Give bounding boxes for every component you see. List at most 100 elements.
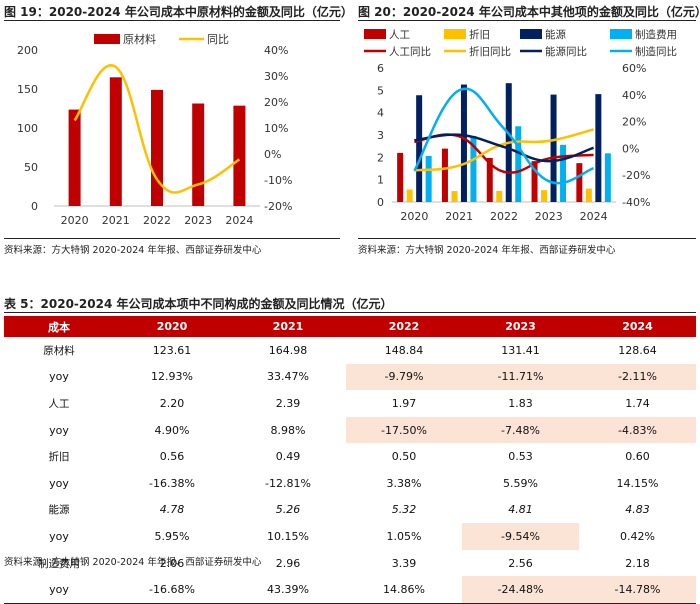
table-cell: 10.15% bbox=[267, 529, 309, 543]
x-tick-label: 2024 bbox=[225, 214, 253, 227]
fig19-title-rule bbox=[4, 20, 340, 21]
legend-swatch-制造费用 bbox=[610, 29, 632, 39]
table-cell: 0.53 bbox=[508, 450, 533, 464]
x-tick-label: 2021 bbox=[102, 214, 130, 227]
x-tick-label: 2023 bbox=[184, 214, 212, 227]
table-cell: 4.81 bbox=[508, 503, 533, 517]
y2-tick-label: -20% bbox=[264, 200, 292, 213]
table-cell: 4.78 bbox=[159, 503, 185, 517]
table-cell: 0.49 bbox=[275, 450, 301, 464]
row-label: yoy bbox=[49, 476, 69, 490]
table-cell: 5.59% bbox=[503, 476, 538, 490]
bar-人工 bbox=[441, 148, 448, 202]
x-tick-label: 2021 bbox=[445, 210, 473, 223]
table-cell-highlighted: -2.11% bbox=[579, 363, 696, 391]
table-cell-highlighted: -4.83% bbox=[579, 416, 696, 444]
table-cell: 14.15% bbox=[616, 476, 659, 490]
table-cell-highlighted: -17.50% bbox=[346, 416, 462, 444]
bar-人工 bbox=[486, 158, 493, 202]
table-cell: 8.98% bbox=[270, 423, 306, 437]
table-cell: 14.86% bbox=[346, 576, 462, 604]
table-cell: 2.06 bbox=[159, 556, 185, 570]
line-人工同比 bbox=[414, 133, 594, 174]
table-row-depreciation-yoy: yoy -16.38% -12.81% 3.38% 5.59% 14.15% bbox=[4, 470, 696, 497]
table-cell-highlighted: -7.48% bbox=[462, 416, 579, 444]
legend-swatch-人工 bbox=[364, 29, 386, 39]
y2-tick-label: 20% bbox=[264, 96, 288, 109]
bar-折旧 bbox=[451, 191, 458, 202]
row-label: 人工 bbox=[48, 397, 70, 410]
bar-原材料 bbox=[151, 89, 163, 206]
bar-折旧 bbox=[541, 190, 548, 202]
legend-label: 折旧同比 bbox=[469, 45, 511, 58]
table-cell: 0.50 bbox=[391, 450, 417, 464]
x-tick-label: 2024 bbox=[580, 210, 608, 223]
table-cell: 4.90% bbox=[154, 423, 190, 437]
table-cell: 1.05% bbox=[386, 529, 422, 543]
y-tick-label: 2 bbox=[377, 151, 384, 164]
fig20-source-rule bbox=[358, 238, 696, 239]
table-cell: 2.39 bbox=[275, 396, 301, 410]
bar-制造费用 bbox=[515, 126, 522, 202]
table-cell: 33.47% bbox=[267, 370, 309, 384]
header-2020: 2020 bbox=[114, 316, 230, 337]
y2-tick-label: 60% bbox=[622, 62, 646, 75]
table-cell: -16.38% bbox=[149, 476, 195, 490]
row-label: 折旧 bbox=[48, 451, 70, 464]
table-cell: 1.83 bbox=[508, 396, 533, 410]
table-cell: 148.84 bbox=[384, 343, 424, 357]
table-cell: 12.93% bbox=[151, 370, 193, 384]
table-cell: -16.68% bbox=[114, 576, 230, 604]
table-cell: 2.96 bbox=[275, 556, 301, 570]
bar-制造费用 bbox=[560, 144, 567, 202]
table-cell-highlighted: -9.54% bbox=[462, 523, 579, 550]
table-cell: 5.32 bbox=[391, 503, 417, 517]
fig20-source: 资料来源：方大特钢 2020-2024 年年报、西部证券研发中心 bbox=[358, 245, 616, 256]
x-tick-label: 2023 bbox=[535, 210, 563, 223]
line-能源同比 bbox=[414, 133, 594, 163]
table-cell: 1.97 bbox=[391, 396, 417, 410]
table5-title-rule bbox=[4, 312, 696, 313]
y2-tick-label: -10% bbox=[264, 174, 292, 187]
table5-source: 资料来源：方大特钢 2020-2024 年年报、西部证券研发中心 bbox=[4, 557, 262, 568]
table-cell: 4.83 bbox=[625, 503, 650, 517]
table-cell: 164.98 bbox=[268, 343, 308, 357]
y-tick-label: 100 bbox=[17, 122, 38, 135]
fig19-chart: 0 50 100 150 200 -20% -10% 0% 10% 20% 30% 40% 2020 20… bbox=[17, 32, 292, 227]
bar-折旧 bbox=[406, 189, 413, 202]
table-row-raw-material: 原材料 123.61 164.98 148.84 131.41 128.64 bbox=[4, 337, 696, 364]
bar-人工 bbox=[576, 163, 583, 202]
fig20-title: 图 20：2020-2024 年公司成本中其他项的金额及同比（亿元） bbox=[358, 5, 700, 19]
bar-折旧 bbox=[585, 188, 592, 202]
bar-能源 bbox=[595, 94, 602, 202]
y-tick-label: 5 bbox=[377, 84, 384, 97]
table-cell-highlighted: -11.71% bbox=[462, 363, 579, 391]
y2-tick-label: 20% bbox=[622, 116, 646, 129]
legend-swatch-折旧 bbox=[444, 29, 466, 39]
row-label: 原材料 bbox=[43, 344, 75, 357]
table-header-row: 成本 2020 2021 2022 2023 2024 bbox=[4, 316, 696, 337]
bar-原材料 bbox=[192, 103, 205, 206]
row-label: 能源 bbox=[48, 504, 70, 517]
table-cell-highlighted: -9.79% bbox=[346, 363, 462, 391]
fig19-source-rule bbox=[4, 238, 340, 239]
legend-label: 人工 bbox=[389, 29, 410, 41]
y-tick-label: 200 bbox=[17, 44, 38, 57]
table-cell: 43.39% bbox=[230, 576, 346, 604]
fig19-title: 图 19：2020-2024 年公司成本中原材料的金额及同比（亿元） bbox=[4, 5, 353, 19]
legend-label: 能源 bbox=[545, 28, 566, 41]
bar-折旧 bbox=[496, 190, 503, 202]
header-2022: 2022 bbox=[346, 316, 462, 337]
table-row-depreciation: 折旧 0.56 0.49 0.50 0.53 0.60 bbox=[4, 443, 696, 470]
bar-能源 bbox=[460, 84, 467, 202]
table-cell: 0.56 bbox=[159, 450, 185, 464]
legend-label: 折旧 bbox=[469, 28, 490, 41]
bar-人工 bbox=[397, 152, 404, 202]
table-row-energy-yoy: yoy 5.95% 10.15% 1.05% -9.54% 0.42% bbox=[4, 523, 696, 550]
table-cell: 3.38% bbox=[386, 476, 422, 490]
table-cell: 2.20 bbox=[159, 396, 185, 410]
table-row-raw-material-yoy: yoy 12.93% 33.47% -9.79% -11.71% -2.11% bbox=[4, 363, 696, 391]
x-tick-label: 2022 bbox=[143, 214, 171, 227]
header-2023: 2023 bbox=[462, 316, 579, 337]
table-row-manufacturing: 制造费用 2.06 2.96 3.39 2.56 2.18 bbox=[4, 550, 696, 577]
